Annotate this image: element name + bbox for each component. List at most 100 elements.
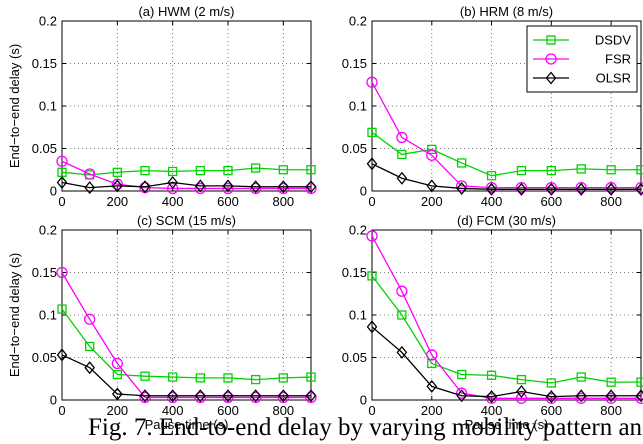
data-point — [575, 182, 587, 196]
legend-label: DSDV — [595, 33, 631, 48]
series-line — [371, 131, 641, 177]
data-point — [85, 341, 95, 352]
data-point — [605, 182, 617, 196]
data-point — [605, 392, 617, 404]
data-point — [194, 391, 206, 404]
data-point — [545, 181, 557, 194]
data-point — [635, 392, 643, 404]
grid-lines — [372, 230, 641, 400]
data-point — [575, 389, 587, 403]
data-point — [426, 379, 438, 393]
data-point — [111, 357, 123, 370]
legend-marker — [546, 35, 556, 45]
data-point — [305, 180, 317, 194]
x-tick-label: 800 — [600, 403, 622, 418]
data-point — [605, 389, 617, 403]
data-point — [516, 182, 527, 196]
series-line — [61, 167, 311, 176]
data-point — [366, 157, 378, 171]
data-point — [546, 378, 556, 388]
data-point — [456, 387, 468, 399]
y-tick-label: 0.1 — [349, 99, 367, 114]
data-point — [111, 178, 123, 190]
data-point — [222, 179, 234, 193]
data-point — [485, 392, 498, 404]
series-line — [61, 272, 311, 399]
data-point — [516, 384, 527, 399]
data-point — [486, 171, 497, 181]
data-point — [112, 369, 122, 380]
y-tick-label: 0 — [360, 184, 367, 199]
data-point — [168, 166, 178, 177]
series-dsdv — [367, 127, 643, 181]
data-point — [427, 144, 437, 155]
data-point — [222, 389, 234, 403]
data-point — [195, 165, 205, 176]
data-point — [139, 389, 151, 403]
y-tick-label: 0.2 — [349, 223, 367, 238]
chart-panel-4: 0 200 400 600 800 0 0.05 0.1 0.15 0.2 (d) FCM (30 … — [342, 213, 643, 432]
data-point — [84, 361, 96, 375]
data-point — [168, 372, 178, 382]
data-point — [635, 389, 643, 403]
data-point — [56, 155, 68, 167]
data-point — [111, 387, 123, 401]
data-point — [251, 163, 261, 173]
data-point — [515, 181, 528, 194]
data-point — [516, 165, 527, 176]
x-tick-label: 400 — [481, 194, 503, 209]
data-point — [56, 348, 68, 362]
chart-title: (a) HWM (2 m/s) — [138, 4, 234, 19]
data-point — [223, 373, 233, 383]
y-tick-label: 0 — [50, 393, 57, 408]
data-point — [57, 304, 67, 314]
x-tick-label: 0 — [368, 194, 375, 209]
data-point — [84, 181, 96, 195]
x-tick-label: 600 — [217, 403, 239, 418]
data-point — [576, 164, 586, 174]
series-dsdv — [367, 271, 643, 388]
data-point — [457, 158, 467, 168]
data-point — [277, 180, 289, 194]
data-point — [635, 182, 643, 196]
data-point — [139, 391, 151, 404]
series-dsdv — [57, 163, 316, 180]
series-line — [371, 275, 641, 384]
data-point — [545, 390, 557, 404]
data-point — [194, 182, 206, 195]
legend-label: OLSR — [596, 71, 631, 86]
chart-panel-3: 0 200 400 600 800 0 0.05 0.1 0.15 0.2 (c) SCM (15 … — [7, 213, 317, 432]
series-olsr — [366, 320, 643, 404]
data-point — [194, 389, 206, 403]
y-tick-label: 0.05 — [342, 350, 367, 365]
grid-lines — [62, 230, 311, 400]
data-point — [84, 168, 96, 180]
series-line — [371, 81, 641, 189]
data-point — [605, 181, 617, 194]
x-tick-label: 200 — [106, 403, 128, 418]
x-tick-label: 400 — [162, 403, 184, 418]
data-point — [516, 374, 527, 385]
series-fsr — [56, 266, 317, 404]
x-axis-label: Pause time (s) — [145, 417, 229, 432]
data-point — [140, 371, 150, 381]
data-point — [576, 372, 586, 382]
data-point — [140, 165, 150, 176]
data-point — [278, 373, 288, 383]
data-point — [167, 391, 179, 404]
data-point — [456, 389, 468, 403]
data-point — [397, 310, 407, 320]
x-tick-label: 800 — [272, 403, 294, 418]
x-tick-label: 400 — [481, 403, 503, 418]
data-point — [223, 165, 233, 176]
data-point — [195, 373, 205, 383]
data-point — [486, 390, 497, 404]
series-line — [371, 163, 641, 190]
chart-title: (b) HRM (8 m/s) — [460, 4, 553, 19]
x-tick-label: 0 — [58, 194, 65, 209]
data-point — [575, 181, 587, 194]
y-tick-label: 0.1 — [39, 99, 57, 114]
data-point — [426, 179, 438, 193]
data-point — [366, 320, 378, 334]
